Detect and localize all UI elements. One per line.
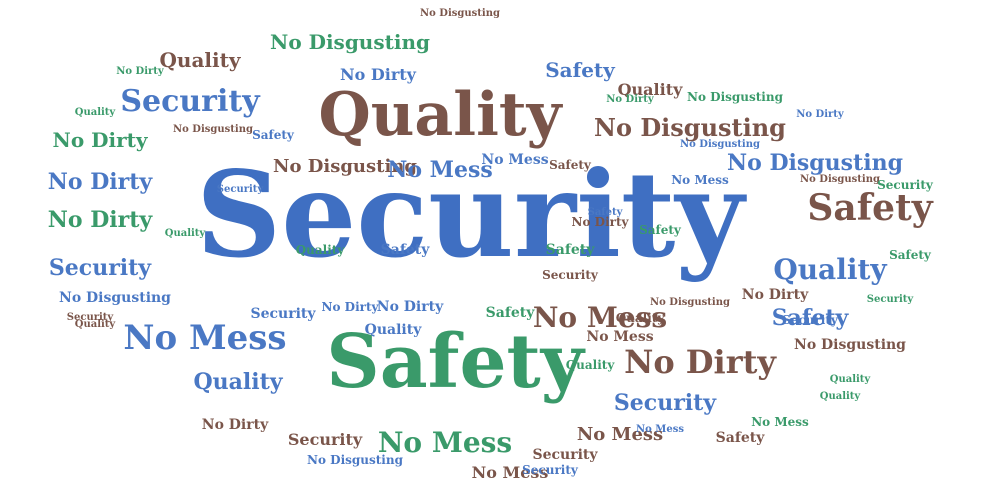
word-safety: Safety [326,319,584,405]
word-no-disgusting: No Disgusting [650,297,730,308]
word-no-disgusting: No Disgusting [270,30,430,54]
word-security: Security [866,294,914,305]
word-security: Security [48,255,152,281]
word-no-dirty: No Dirty [376,299,444,315]
word-no-disgusting: No Disgusting [307,453,403,467]
word-safety: Safety [549,158,591,172]
word-quality: Quality [193,369,283,395]
word-quality: Quality [159,48,241,72]
word-quality: Quality [615,311,665,325]
word-no-dirty: No Dirty [606,94,654,105]
word-quality: Quality [829,374,871,385]
word-security: Security [522,463,578,477]
word-no-dirty: No Dirty [340,65,416,84]
word-security: Security [782,313,838,327]
word-safety: Safety [807,187,933,229]
word-quality: Quality [295,243,345,257]
word-no-dirty: No Dirty [116,66,164,77]
word-no-mess: No Mess [481,152,549,168]
word-no-dirty: No Dirty [52,128,148,152]
word-no-dirty: No Dirty [741,287,809,303]
word-safety: Safety [545,58,615,82]
word-no-disgusting: No Disgusting [594,113,786,142]
word-quality: Quality [617,80,683,99]
word-quality: Quality [819,391,861,402]
word-no-disgusting: No Disgusting [794,337,906,353]
word-no-dirty: No Dirty [796,109,844,120]
word-no-mess: No Mess [532,301,668,334]
word-no-disgusting: No Disgusting [420,8,500,19]
word-no-mess: No Mess [123,318,287,358]
word-quality: Quality [565,358,615,372]
word-no-disgusting: No Disgusting [800,174,880,185]
word-no-mess: No Mess [751,415,809,429]
word-no-mess: No Mess [576,424,664,445]
word-quality: Quality [318,80,562,150]
word-no-mess: No Mess [636,424,684,435]
word-no-dirty: No Dirty [624,343,776,381]
word-no-mess: No Mess [387,157,493,183]
word-no-disgusting: No Disgusting [59,290,171,306]
word-no-disgusting: No Disgusting [680,139,760,150]
word-no-mess: No Mess [586,329,654,345]
word-security: Security [287,430,363,449]
word-quality: Quality [773,253,887,286]
word-quality: Quality [164,228,206,239]
word-security: Security [216,184,264,195]
word-security: Security [120,84,260,119]
word-no-dirty: No Dirty [571,215,629,229]
word-no-dirty: No Dirty [47,207,153,233]
word-no-disgusting: No Disgusting [173,124,253,135]
word-security: Security [613,390,717,416]
word-security: Security [66,312,114,323]
word-no-dirty: No Dirty [201,417,269,433]
word-no-disgusting: No Disgusting [273,156,417,177]
word-safety: Safety [587,207,623,218]
word-safety: Safety [545,242,595,258]
word-security: Security [532,447,598,463]
word-no-mess: No Mess [471,463,549,482]
word-safety: Safety [252,128,294,142]
word-safety: Safety [639,223,681,237]
word-no-dirty: No Dirty [47,169,153,195]
word-quality: Quality [74,107,116,118]
word-safety: Safety [889,248,931,262]
word-security: Security [542,268,598,282]
word-no-dirty: No Dirty [321,300,379,314]
word-no-disgusting: No Disgusting [687,90,783,104]
word-safety: Safety [380,242,430,258]
word-quality: Quality [364,322,422,338]
word-no-disgusting: No Disgusting [727,150,903,176]
word-quality: Quality [74,319,116,330]
word-safety: Safety [485,305,535,321]
word-no-mess: No Mess [671,173,729,187]
word-no-mess: No Mess [377,426,513,459]
word-security: Security [196,145,744,284]
word-safety: Safety [715,430,765,446]
word-security: Security [877,178,933,192]
word-safety: Safety [771,305,849,331]
word-security: Security [250,306,316,322]
